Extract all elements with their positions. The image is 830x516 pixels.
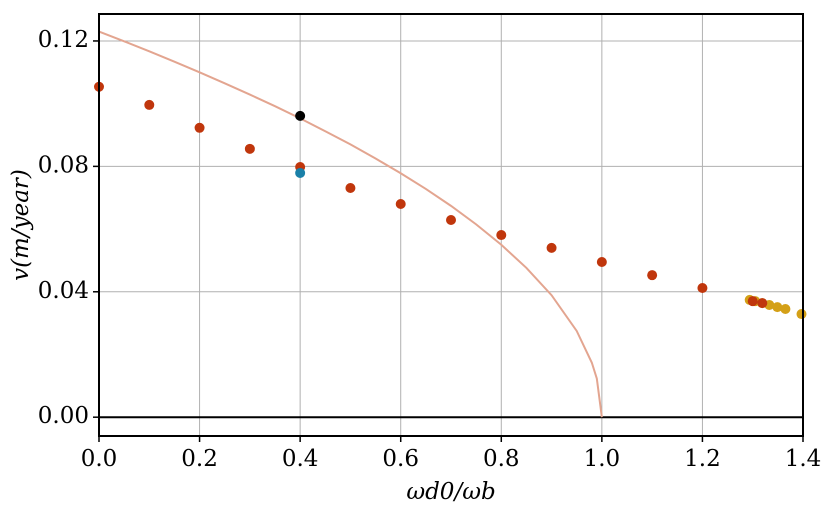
point (446, 214, 456, 225)
point (757, 298, 768, 309)
y-tick-label: 0.08 (38, 152, 89, 178)
point (596, 256, 607, 267)
x-tick-label: 0.6 (382, 446, 419, 472)
point (144, 99, 155, 110)
y-tick-label: 0.12 (38, 27, 89, 53)
y-tick-label: 0.00 (38, 403, 89, 429)
point (780, 304, 791, 315)
point (295, 167, 306, 178)
x-tick-label: 1.0 (584, 446, 621, 472)
point (772, 302, 783, 313)
x-tick-label: 1.4 (785, 446, 822, 472)
point (194, 122, 205, 133)
x-tick-label: 0.0 (81, 446, 118, 472)
point (697, 283, 708, 294)
point (647, 270, 658, 281)
x-axis-label: ωd0/ωb (406, 479, 495, 505)
y-tick-label: 0.04 (38, 278, 89, 304)
point (546, 242, 557, 253)
point (345, 183, 356, 194)
plot-frame (98, 13, 804, 437)
point (395, 198, 406, 209)
point (747, 296, 758, 307)
point (496, 230, 507, 241)
x-tick-label: 0.4 (282, 446, 319, 472)
point (244, 143, 255, 154)
point (295, 110, 306, 121)
x-tick-label: 0.2 (181, 446, 218, 472)
x-tick-label: 0.8 (483, 446, 520, 472)
y-axis-label: v(m/year) (8, 169, 34, 281)
x-tick-label: 1.2 (684, 446, 721, 472)
point (796, 309, 807, 320)
curve (98, 30, 603, 418)
